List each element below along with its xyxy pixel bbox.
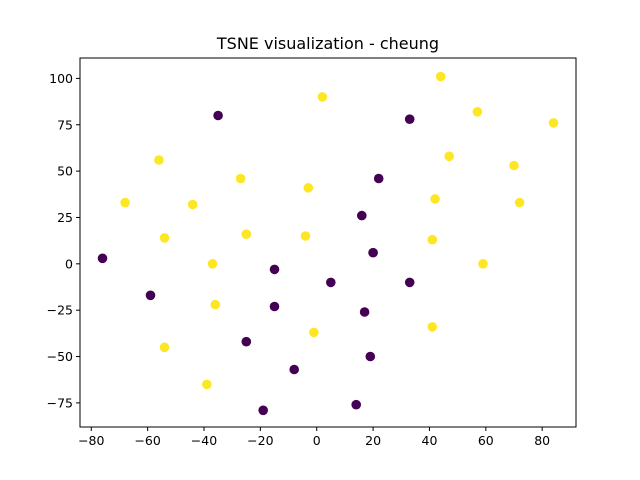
data-point-class1 (317, 92, 328, 102)
data-point-class0 (404, 277, 415, 288)
x-tick-label: 40 (422, 433, 438, 448)
plot-frame (79, 57, 577, 428)
data-point-class1 (303, 183, 314, 193)
data-point-class0 (373, 173, 384, 184)
data-point-class1 (472, 107, 483, 117)
data-point-class0 (213, 110, 223, 121)
data-point-class0 (241, 336, 252, 347)
data-point-class0 (326, 277, 336, 288)
data-point-class0 (145, 290, 156, 301)
data-point-class0 (357, 210, 367, 221)
x-tick-label: 60 (478, 433, 494, 448)
data-point-class0 (359, 307, 370, 317)
data-point-class1 (187, 199, 198, 210)
y-tick-label: 50 (57, 164, 73, 179)
y-axis-ticks: −75 −50 −25 0 25 50 75 100 (47, 71, 80, 410)
data-point-class1 (159, 342, 170, 353)
y-tick-label: −75 (47, 395, 73, 410)
data-point-class0 (269, 301, 280, 312)
data-point-class1 (207, 259, 218, 269)
data-point-class1 (241, 229, 252, 239)
data-point-class1 (430, 194, 440, 204)
data-point-class1 (300, 231, 311, 241)
data-point-class1 (509, 160, 519, 171)
data-point-class1 (548, 118, 559, 128)
data-point-class1 (478, 259, 488, 269)
data-point-class0 (258, 405, 269, 416)
data-point-class1 (202, 379, 212, 390)
x-tick-label: −80 (78, 433, 104, 448)
data-point-class0 (365, 351, 376, 362)
data-point-class0 (269, 264, 280, 275)
x-tick-label: −20 (247, 433, 273, 448)
data-point-class1 (514, 197, 525, 208)
data-point-class0 (289, 364, 300, 375)
y-tick-label: 0 (65, 256, 73, 271)
data-point-class1 (435, 71, 446, 82)
data-point-class1 (427, 234, 438, 245)
y-tick-label: 100 (49, 71, 73, 86)
data-point-class0 (404, 114, 415, 124)
data-point-class1 (427, 322, 438, 332)
data-point-class1 (120, 197, 130, 208)
data-point-class1 (235, 173, 246, 184)
x-tick-label: 0 (313, 433, 321, 448)
y-tick-label: 75 (57, 117, 73, 132)
x-tick-label: −60 (134, 433, 160, 448)
data-point-class0 (368, 247, 378, 258)
data-point-class1 (210, 299, 221, 310)
data-point-class0 (351, 399, 362, 410)
data-point-class1 (444, 151, 455, 162)
chart-title: TSNE visualization - cheung (216, 34, 439, 53)
data-point-class1 (159, 233, 170, 243)
data-point-class1 (309, 327, 319, 338)
points-layer (97, 71, 559, 416)
x-tick-label: 80 (534, 433, 550, 448)
y-tick-label: −50 (47, 349, 73, 364)
x-tick-label: 20 (365, 433, 381, 448)
data-point-class0 (97, 253, 108, 264)
x-axis-ticks: −80 −60 −40 −20 0 20 40 60 80 (78, 427, 550, 448)
y-tick-label: −25 (47, 303, 73, 318)
y-tick-label: 25 (57, 210, 73, 225)
data-point-class1 (154, 155, 164, 165)
x-tick-label: −40 (191, 433, 217, 448)
